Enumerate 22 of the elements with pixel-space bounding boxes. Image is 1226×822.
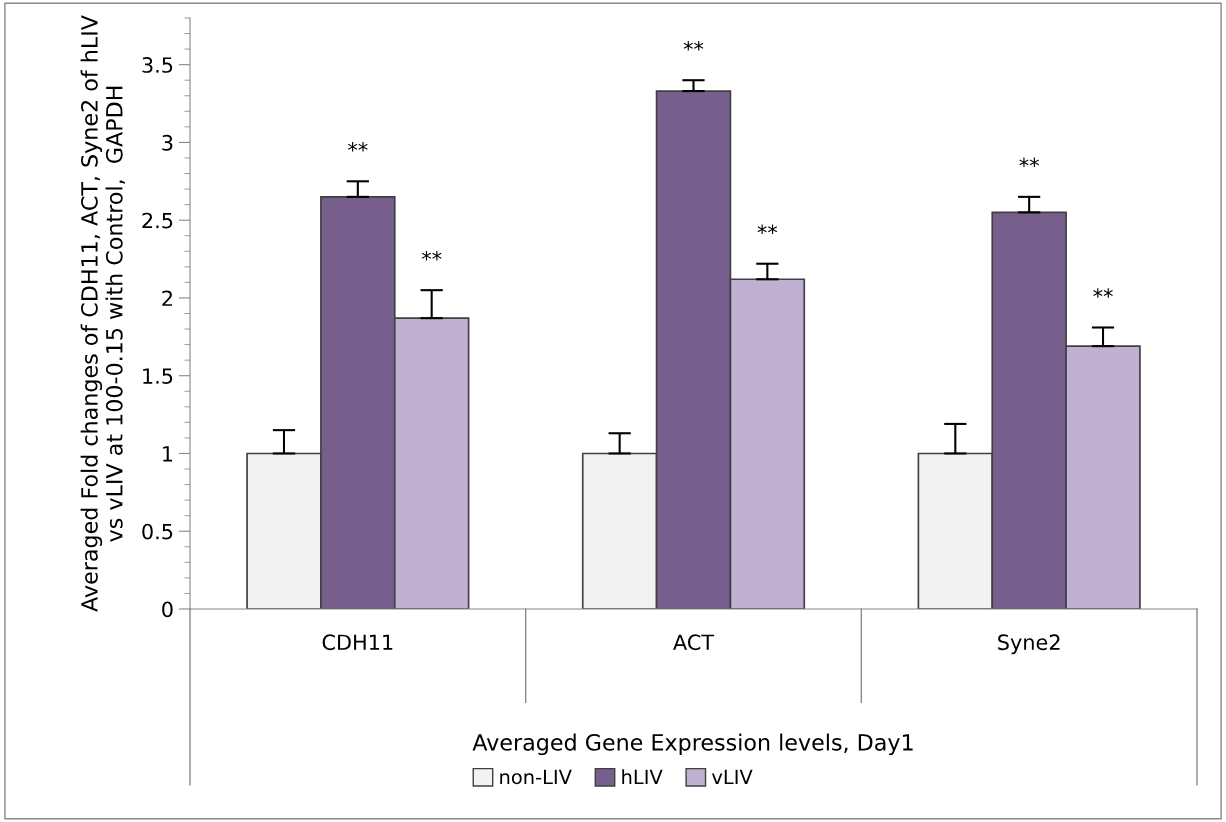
legend-label: non-LIV bbox=[500, 769, 572, 785]
x-tick-label: CDH11 bbox=[322, 634, 393, 651]
x-tick-label: Syne2 bbox=[998, 634, 1060, 655]
x-tick-label: ACT bbox=[673, 634, 715, 651]
data-label: ** bbox=[1019, 157, 1039, 168]
x-axis-title: Averaged Gene Expression levels, Day1 bbox=[472, 733, 913, 756]
y-axis-title: Averaged Fold changes of CDH11, ACT, Syne2 of hLIV vs vLIV at 100-0.15 with Control, GAPDH bbox=[80, 15, 125, 612]
y-tick-label: 2 bbox=[162, 290, 172, 306]
y-tick-label: 3.5 bbox=[142, 57, 173, 73]
legend-label: vLIV bbox=[711, 769, 753, 785]
data-label: ** bbox=[348, 142, 368, 152]
y-tick-label: 0 bbox=[162, 601, 173, 618]
y-tick-label: 2.5 bbox=[142, 212, 173, 229]
data-label: ** bbox=[683, 40, 704, 51]
y-tick-label: 1 bbox=[163, 446, 173, 462]
y-tick-label: 0.5 bbox=[142, 523, 173, 540]
data-label: ** bbox=[1093, 288, 1113, 298]
y-tick-label: 3 bbox=[162, 134, 173, 151]
y-tick-label: 1.5 bbox=[143, 368, 173, 384]
data-label: ** bbox=[421, 250, 442, 261]
data-label: ** bbox=[757, 224, 778, 234]
legend-label: hLIV bbox=[622, 769, 663, 785]
